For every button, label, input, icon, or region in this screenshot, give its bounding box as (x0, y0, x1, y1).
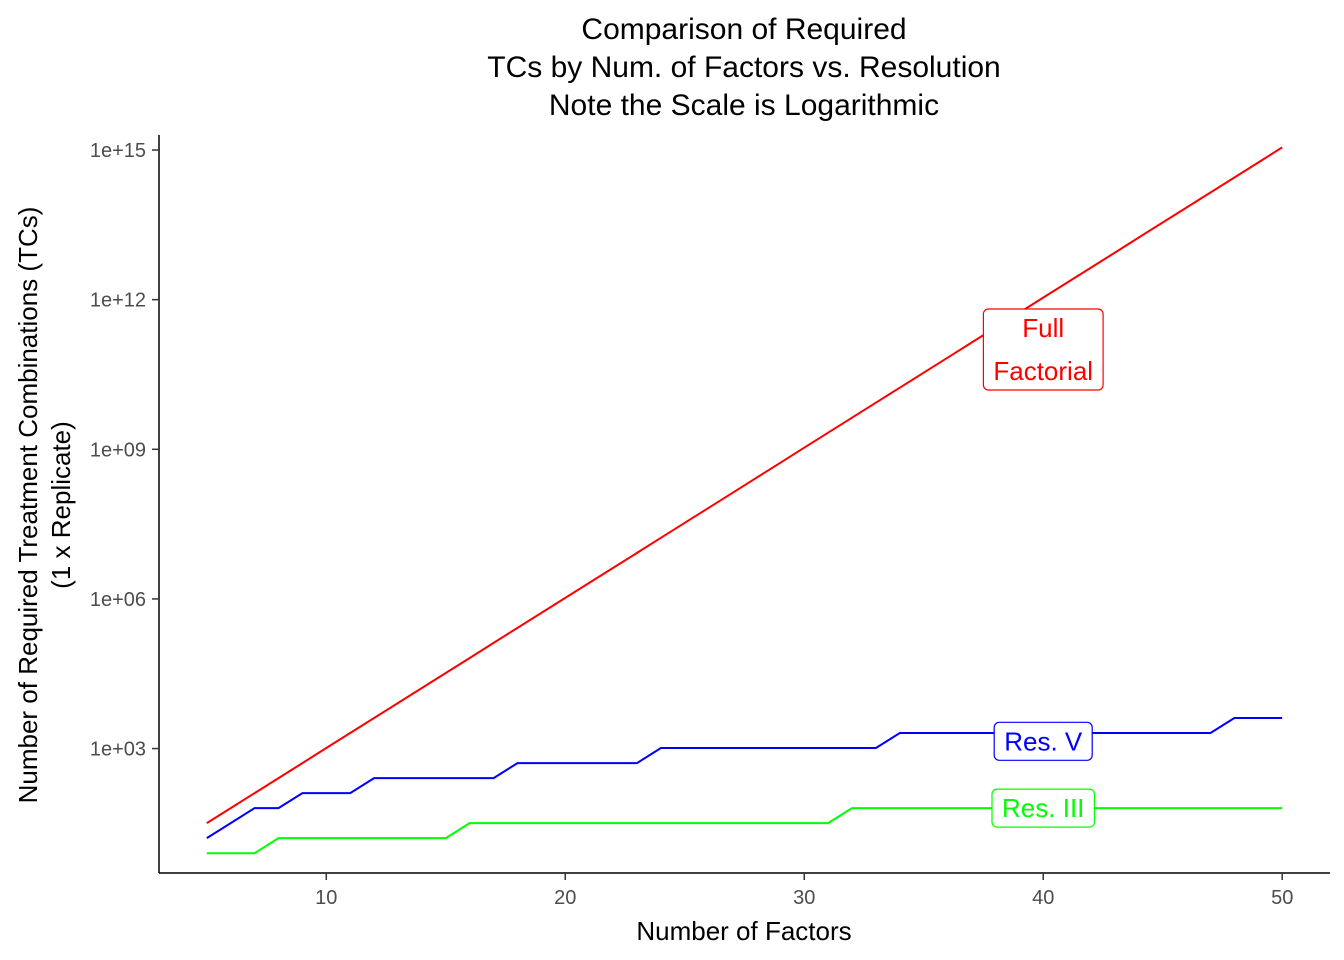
y-tick-label: 1e+03 (90, 739, 146, 761)
x-tick-label: 20 (554, 887, 576, 909)
y-axis-title-line-1: Number of Required Treatment Combination… (13, 207, 43, 804)
series-label-text: Factorial (993, 356, 1093, 386)
y-tick-label: 1e+06 (90, 589, 146, 611)
series-label-text: Res. III (1002, 793, 1084, 823)
series-label-1: Res. V (993, 721, 1093, 761)
series-label-0: Full Factorial (982, 308, 1104, 391)
y-ticks: 1e+03 1e+06 1e+09 1e+12 1e+15 (90, 140, 159, 761)
series-label-box (991, 788, 1096, 828)
chart-title-line-3: Note the Scale is Logarithmic (549, 89, 939, 122)
x-tick-label: 40 (1032, 887, 1054, 909)
series-labels: Full Factorial Res. V Res. III (982, 308, 1104, 828)
x-ticks: 10 20 30 40 50 (315, 873, 1293, 909)
y-axis-title-line-2: (1 x Replicate) (46, 421, 76, 589)
y-tick-label: 1e+09 (90, 439, 146, 461)
x-axis-title: Number of Factors (636, 916, 851, 946)
series-line-1 (206, 717, 1283, 839)
series-line-0 (206, 146, 1283, 824)
series-line-2 (206, 807, 1283, 855)
series-label-text: Res. V (1004, 726, 1083, 756)
chart-title-line-1: Comparison of Required (581, 13, 906, 46)
x-tick-label: 50 (1271, 887, 1293, 909)
plot-area (206, 146, 1283, 855)
series-label-2: Res. III (991, 788, 1096, 828)
x-tick-label: 30 (793, 887, 815, 909)
x-tick-label: 10 (315, 887, 337, 909)
series-label-box (993, 721, 1093, 761)
y-tick-label: 1e+12 (90, 290, 146, 312)
chart-title-line-2: TCs by Num. of Factors vs. Resolution (487, 51, 1001, 84)
series-label-box (982, 308, 1104, 391)
y-tick-label: 1e+15 (90, 140, 146, 162)
series-label-text: Full (1022, 313, 1064, 343)
